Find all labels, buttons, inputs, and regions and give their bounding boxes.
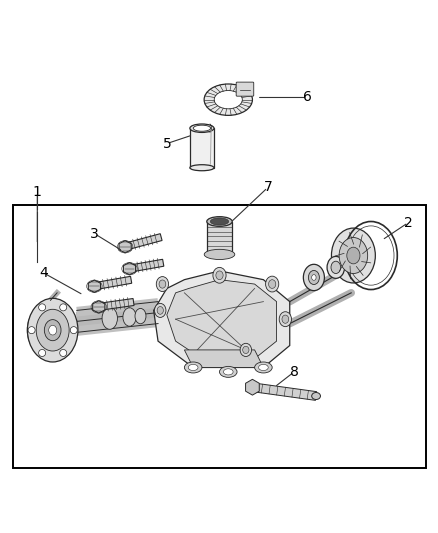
Ellipse shape xyxy=(265,276,278,292)
Ellipse shape xyxy=(206,217,232,227)
Ellipse shape xyxy=(219,366,237,377)
Ellipse shape xyxy=(27,298,78,362)
Polygon shape xyxy=(166,280,276,359)
Ellipse shape xyxy=(36,309,69,351)
Ellipse shape xyxy=(307,270,318,285)
Text: 5: 5 xyxy=(162,136,171,151)
Ellipse shape xyxy=(135,309,146,324)
Circle shape xyxy=(28,327,35,334)
Text: 6: 6 xyxy=(302,91,311,104)
Ellipse shape xyxy=(204,249,234,260)
Ellipse shape xyxy=(330,261,340,273)
Ellipse shape xyxy=(193,125,210,131)
Polygon shape xyxy=(94,276,131,290)
Text: 2: 2 xyxy=(403,216,412,230)
Circle shape xyxy=(70,327,77,334)
Ellipse shape xyxy=(159,280,166,288)
Ellipse shape xyxy=(331,228,374,283)
Ellipse shape xyxy=(49,325,57,335)
Polygon shape xyxy=(98,298,134,310)
Ellipse shape xyxy=(326,256,344,278)
Polygon shape xyxy=(189,128,214,168)
Polygon shape xyxy=(123,263,135,275)
Polygon shape xyxy=(92,301,105,313)
Ellipse shape xyxy=(44,320,61,341)
Circle shape xyxy=(39,350,46,357)
Ellipse shape xyxy=(254,362,272,373)
Polygon shape xyxy=(119,240,131,253)
Ellipse shape xyxy=(242,346,248,353)
Ellipse shape xyxy=(215,271,223,280)
Ellipse shape xyxy=(303,264,324,290)
Ellipse shape xyxy=(184,362,201,373)
Polygon shape xyxy=(129,259,163,272)
Ellipse shape xyxy=(189,165,214,171)
Polygon shape xyxy=(124,233,162,250)
Polygon shape xyxy=(153,271,289,367)
Circle shape xyxy=(39,304,46,311)
Ellipse shape xyxy=(268,280,275,288)
Ellipse shape xyxy=(338,238,367,273)
Polygon shape xyxy=(88,280,100,293)
Ellipse shape xyxy=(223,369,233,375)
Ellipse shape xyxy=(154,303,166,318)
Ellipse shape xyxy=(102,308,117,329)
Polygon shape xyxy=(251,383,316,400)
Circle shape xyxy=(60,350,67,357)
Text: 4: 4 xyxy=(39,266,48,280)
Bar xyxy=(13,205,425,469)
Ellipse shape xyxy=(123,308,136,326)
Ellipse shape xyxy=(188,365,198,370)
Ellipse shape xyxy=(156,277,168,292)
Text: 1: 1 xyxy=(33,185,42,199)
FancyBboxPatch shape xyxy=(236,82,253,96)
Ellipse shape xyxy=(157,306,163,314)
Polygon shape xyxy=(245,379,259,395)
Ellipse shape xyxy=(212,268,226,283)
Ellipse shape xyxy=(240,343,251,357)
Ellipse shape xyxy=(189,124,214,132)
Ellipse shape xyxy=(204,84,252,115)
Text: 7: 7 xyxy=(263,181,272,195)
Ellipse shape xyxy=(279,312,291,327)
Ellipse shape xyxy=(311,392,320,400)
Polygon shape xyxy=(206,222,232,254)
Ellipse shape xyxy=(281,315,288,324)
Ellipse shape xyxy=(346,247,359,264)
Ellipse shape xyxy=(311,274,315,280)
Text: 8: 8 xyxy=(289,365,298,379)
Ellipse shape xyxy=(210,218,228,225)
Ellipse shape xyxy=(27,304,69,357)
Text: 3: 3 xyxy=(90,227,99,240)
Circle shape xyxy=(60,304,67,311)
Ellipse shape xyxy=(258,365,268,370)
Ellipse shape xyxy=(214,91,242,109)
Polygon shape xyxy=(184,350,263,367)
